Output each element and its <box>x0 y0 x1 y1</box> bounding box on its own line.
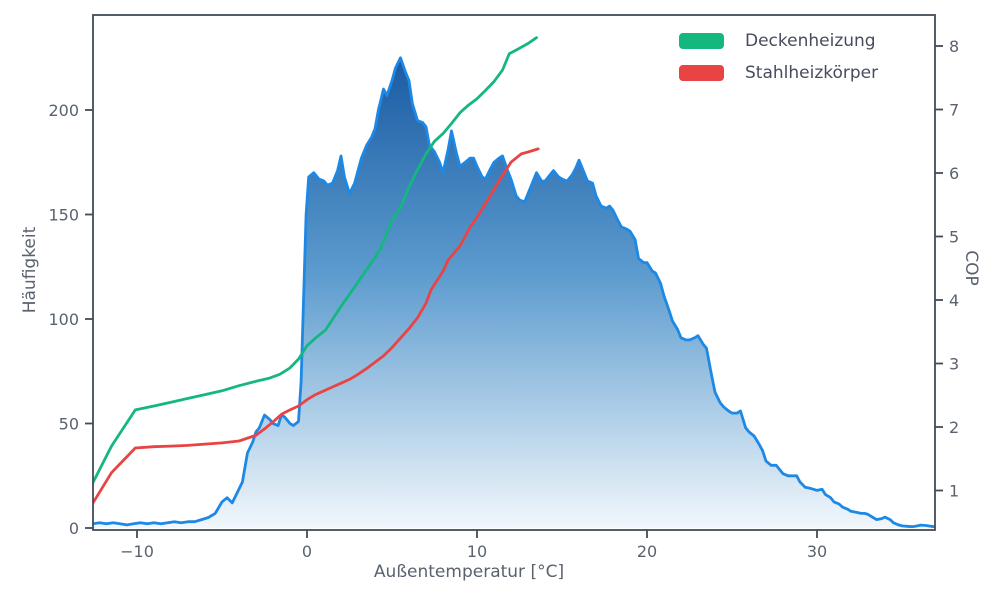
x-tick-label: 30 <box>807 542 827 561</box>
legend-item-stahlheizkoerper: Stahlheizkörper <box>679 64 878 82</box>
y-right-tick-label: 8 <box>949 37 959 56</box>
y-right-tick-label: 3 <box>949 355 959 374</box>
legend-swatch-green <box>679 33 724 49</box>
y-left-tick-label: 100 <box>48 310 79 329</box>
plot-area <box>93 36 935 529</box>
y-axis-label-right: COP <box>961 250 981 286</box>
x-tick-label: 10 <box>467 542 487 561</box>
series-line-stahlheizk-rper <box>93 147 540 505</box>
legend-label: Stahlheizkörper <box>745 63 879 83</box>
legend-item-deckenheizung: Deckenheizung <box>679 32 878 50</box>
y-left-tick-label: 50 <box>59 415 79 434</box>
legend-label: Deckenheizung <box>745 31 876 51</box>
y-left-tick-label: 200 <box>48 101 79 120</box>
legend: Deckenheizung Stahlheizkörper <box>679 32 878 96</box>
frequency-area <box>93 57 935 528</box>
y-right-tick-label: 4 <box>949 291 959 310</box>
legend-swatch-red <box>679 65 724 81</box>
y-right-tick-label: 6 <box>949 164 959 183</box>
y-left-tick-label: 150 <box>48 206 79 225</box>
y-left-tick-label: 0 <box>69 519 79 538</box>
x-tick-label: 20 <box>637 542 657 561</box>
x-axis-label: Außentemperatur [°C] <box>373 562 565 582</box>
y-right-tick-label: 5 <box>949 228 959 247</box>
x-tick-label: −10 <box>120 542 154 561</box>
plot-border <box>92 14 936 531</box>
x-tick-label: 0 <box>302 542 312 561</box>
y-right-tick-label: 7 <box>949 101 959 120</box>
y-axis-label-left: Häufigkeit <box>20 226 40 314</box>
y-right-tick-label: 2 <box>949 418 959 437</box>
y-right-tick-label: 1 <box>949 482 959 501</box>
series-line-deckenheizung <box>93 36 538 485</box>
series-line-h-ufigkeit <box>93 56 935 529</box>
